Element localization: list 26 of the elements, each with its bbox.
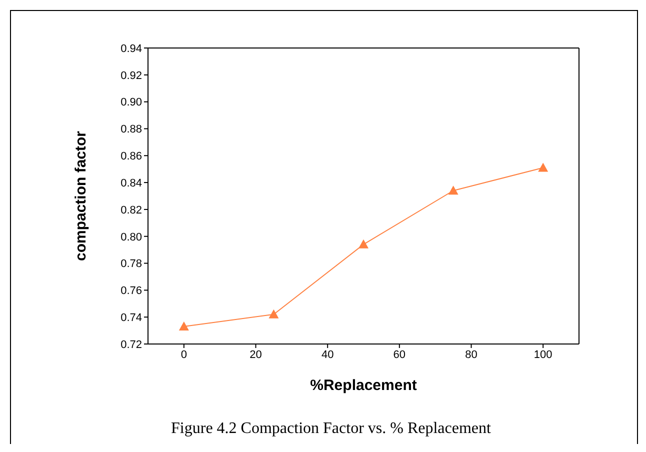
y-tick-label: 0.78 — [120, 258, 142, 270]
caption: Figure 4.2 Compaction Factor vs. % Replacement — [170, 420, 492, 438]
y-tick-label: 0.72 — [120, 338, 142, 351]
x-tick-label: 100 — [534, 348, 552, 361]
y-tick-label: 0.80 — [120, 231, 142, 244]
y-tick-label: 0.90 — [120, 96, 142, 109]
x-tick-label: 20 — [250, 348, 262, 361]
x-tick-label: 0 — [180, 348, 187, 361]
y-tick-label: 0.82 — [120, 204, 142, 216]
point — [358, 239, 368, 248]
y-tick-label: 0.84 — [120, 177, 142, 190]
y-tick-label: 0.76 — [120, 285, 142, 298]
y-tick-label: 0.92 — [120, 70, 142, 82]
x-tick-label: 80 — [465, 348, 478, 361]
y-tick-label: 0.94 — [120, 42, 142, 55]
y-tick-label: 0.74 — [120, 312, 142, 324]
point — [448, 186, 458, 195]
x-tick-label: 40 — [321, 348, 334, 361]
point — [538, 162, 548, 172]
point — [178, 322, 189, 331]
x-axis-title: %Replacement — [310, 377, 417, 394]
x-tick-label: 60 — [393, 348, 406, 361]
y-axis-title: compaction factor — [72, 130, 90, 262]
point — [268, 309, 279, 318]
y-tick-label: 0.88 — [120, 124, 142, 136]
y-tick-label: 0.86 — [120, 150, 142, 163]
